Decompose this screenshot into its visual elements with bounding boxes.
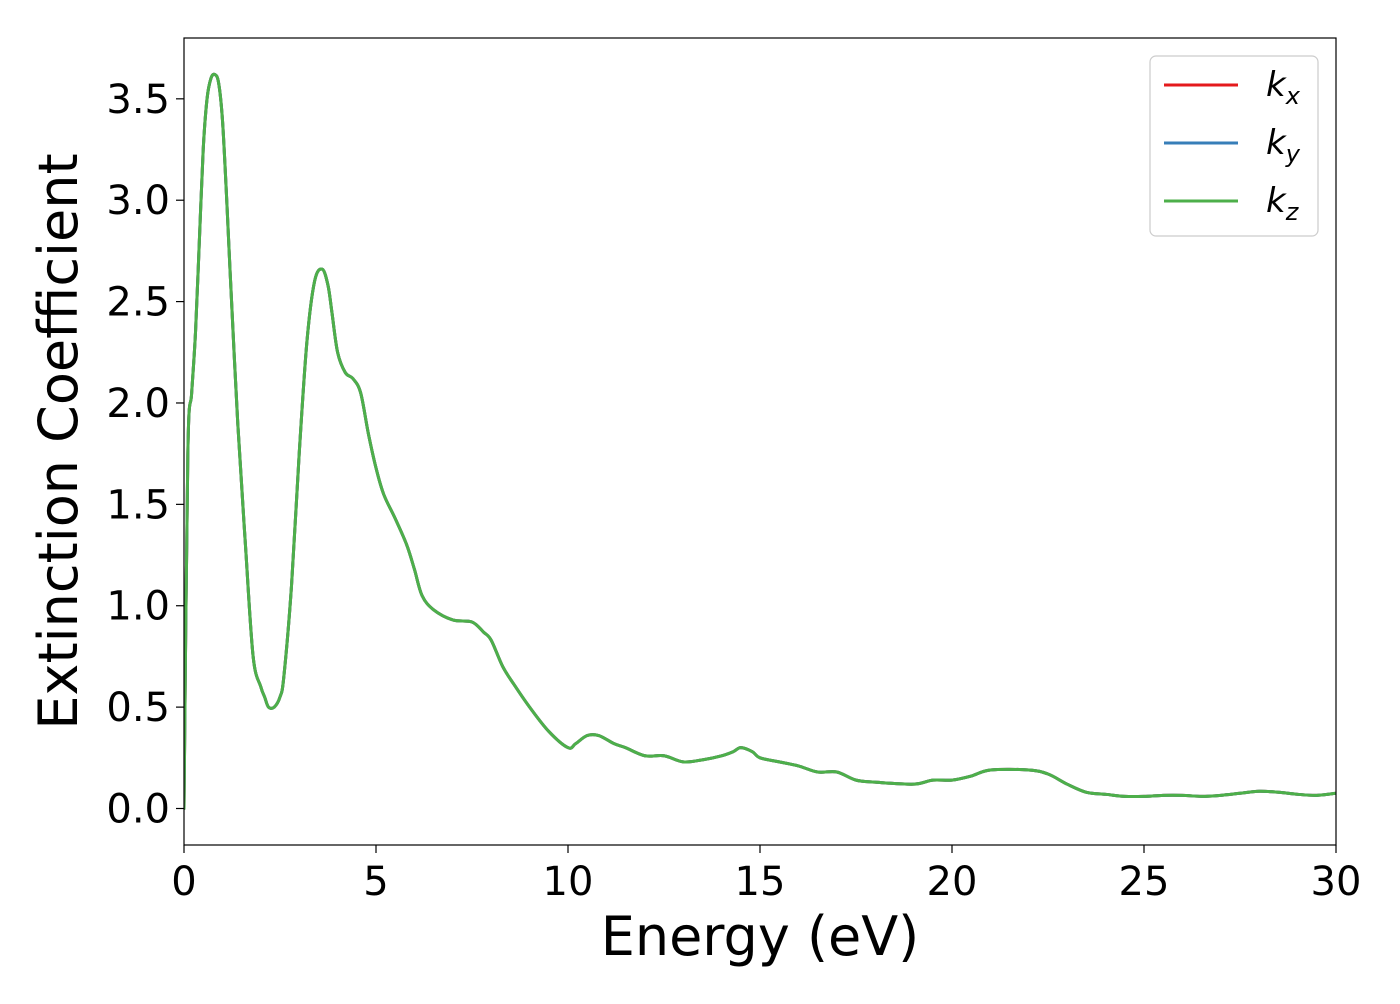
legend-label-sub: y xyxy=(1285,140,1301,168)
series-line-kz xyxy=(184,72,1336,810)
x-axis-title: Energy (eV) xyxy=(601,905,920,968)
legend-label: ky xyxy=(1266,123,1301,168)
legend-label: kx xyxy=(1266,65,1301,110)
legend-label: kz xyxy=(1266,181,1300,226)
y-tick-label: 3.5 xyxy=(106,77,170,123)
y-tick-label: 1.0 xyxy=(106,584,170,630)
x-tick-label: 30 xyxy=(1311,859,1362,905)
y-tick-label: 1.5 xyxy=(106,482,170,528)
y-axis-title: Extinction Coefficient xyxy=(27,153,90,729)
legend-label-base: k xyxy=(1266,65,1287,105)
x-tick-label: 5 xyxy=(363,859,388,905)
x-tick-label: 20 xyxy=(927,859,978,905)
legend-label-sub: z xyxy=(1285,198,1300,226)
series-layer xyxy=(184,72,1336,810)
y-tick-label: 2.5 xyxy=(106,280,170,326)
x-tick-label: 0 xyxy=(171,859,196,905)
y-tick-label: 3.0 xyxy=(106,178,170,224)
y-ticks: 0.0 0.5 1.0 1.5 2.0 2.5 3.0 3.5 xyxy=(106,77,184,833)
x-tick-label: 10 xyxy=(543,859,594,905)
y-tick-label: 2.0 xyxy=(106,381,170,427)
legend-label-base: k xyxy=(1266,123,1287,163)
legend-label-sub: x xyxy=(1285,82,1301,110)
x-ticks: 0 5 10 15 20 25 30 xyxy=(171,845,1361,905)
y-tick-label: 0.5 xyxy=(106,685,170,731)
x-tick-label: 25 xyxy=(1119,859,1170,905)
legend-label-base: k xyxy=(1266,181,1287,221)
x-tick-label: 15 xyxy=(735,859,786,905)
legend-box xyxy=(1149,55,1319,237)
y-tick-label: 0.0 xyxy=(106,787,170,833)
